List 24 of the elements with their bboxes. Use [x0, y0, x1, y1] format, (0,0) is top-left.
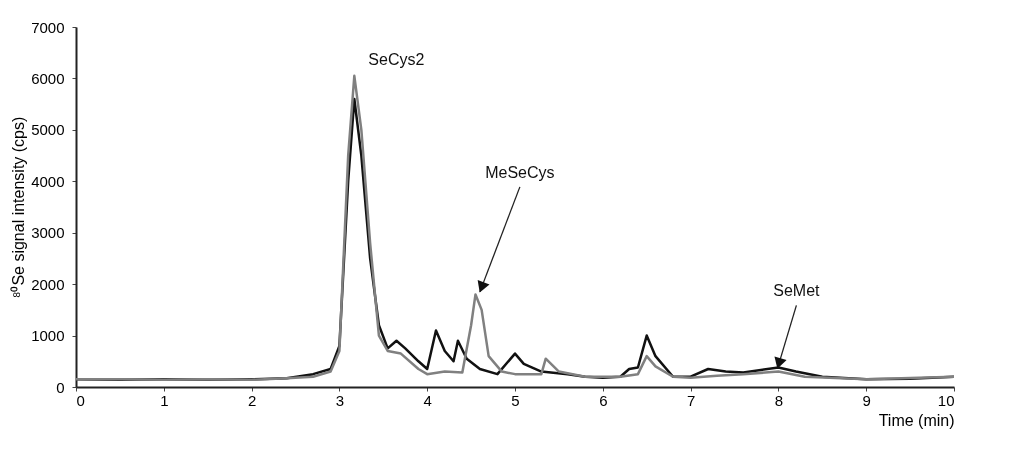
- y-tick-label: 6000: [31, 69, 65, 87]
- annotation: SeMet: [773, 282, 821, 300]
- x-axis-title: Time (min): [878, 411, 955, 429]
- annotation: SeCys2: [368, 50, 425, 68]
- y-tick-label: 3000: [31, 224, 65, 242]
- y-tick-label: 2000: [31, 275, 65, 293]
- x-tick-label: 0: [76, 391, 85, 409]
- x-tick-label: 5: [511, 391, 520, 409]
- x-tick-label: 7: [686, 391, 696, 409]
- y-tick-label: 5000: [31, 121, 65, 139]
- x-tick-label: 3: [335, 391, 345, 409]
- y-tick-label: 4000: [31, 172, 65, 190]
- x-tick-label: 8: [774, 391, 784, 409]
- x-tick-label: 2: [247, 391, 257, 409]
- y-tick-label: 7000: [31, 18, 65, 36]
- x-tick-label: 4: [423, 391, 432, 409]
- x-tick-label: 6: [599, 391, 608, 409]
- x-tick-label: 9: [862, 391, 871, 409]
- annotation: MeSeCys: [485, 163, 555, 181]
- x-tick-label: 1: [160, 391, 169, 409]
- y-tick-label: 0: [56, 378, 65, 396]
- x-tick-label: 10: [937, 391, 955, 409]
- y-tick-label: 1000: [31, 327, 65, 345]
- y-axis-title: ⁸⁰Se signal intensity (cps): [10, 116, 28, 299]
